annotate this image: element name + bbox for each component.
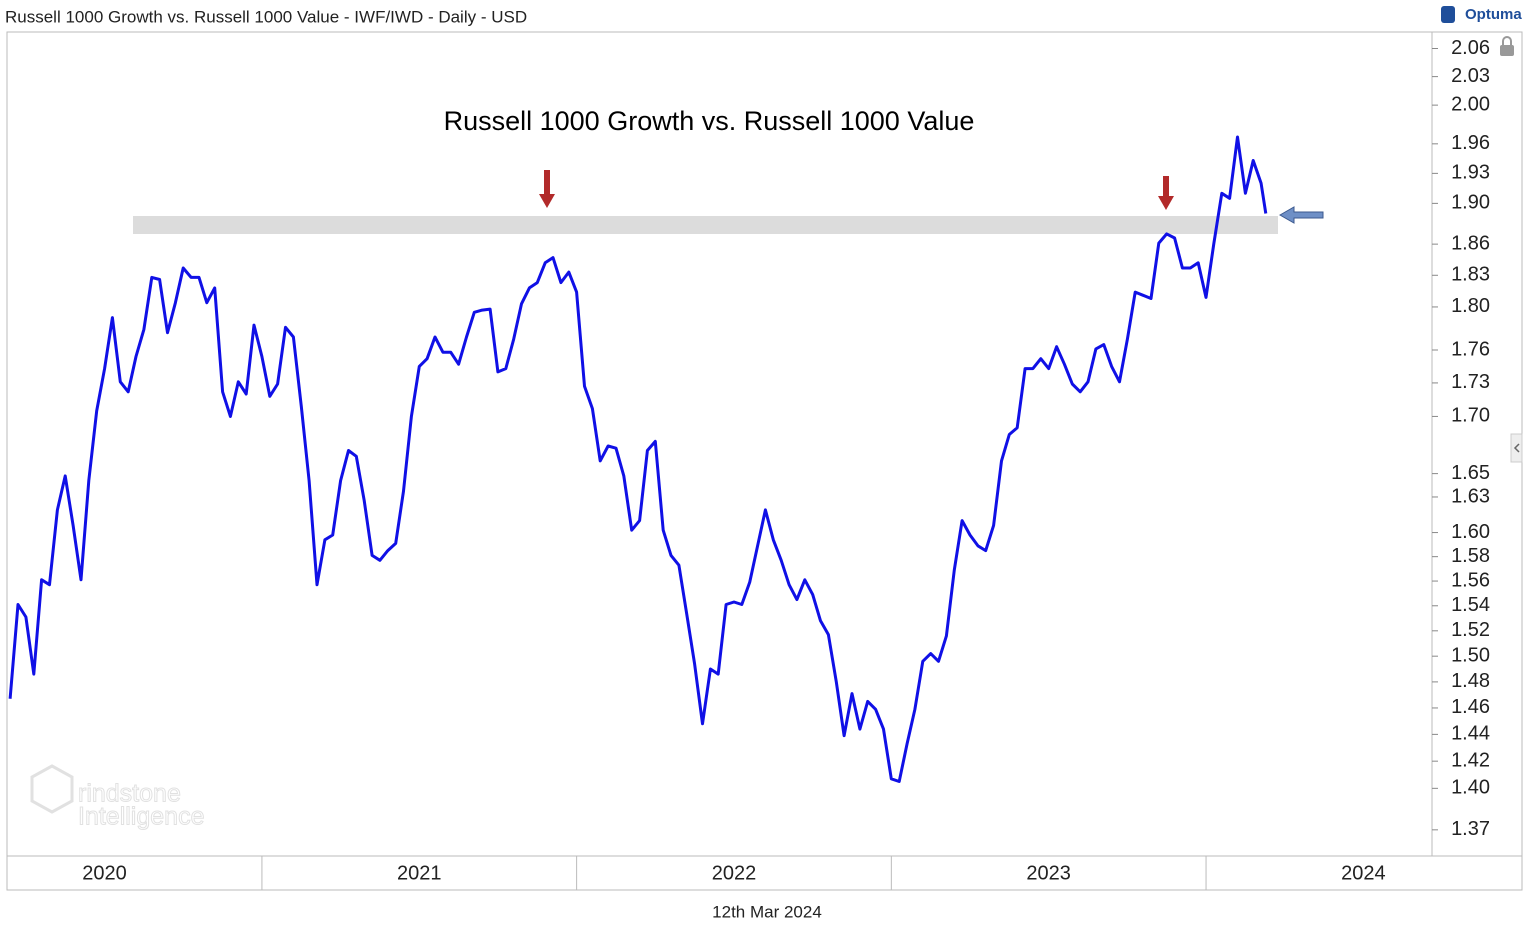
lock-icon bbox=[1500, 45, 1514, 56]
x-tick-label: 2021 bbox=[397, 862, 442, 884]
y-tick-label: 1.46 bbox=[1451, 696, 1490, 718]
x-tick-label: 2022 bbox=[712, 862, 757, 884]
y-tick-label: 1.48 bbox=[1451, 670, 1490, 692]
y-tick-label: 1.63 bbox=[1451, 485, 1490, 507]
y-tick-label: 1.70 bbox=[1451, 405, 1490, 427]
watermark-line1: rindstone bbox=[78, 780, 181, 808]
watermark-logo bbox=[30, 764, 74, 814]
y-tick-label: 1.44 bbox=[1451, 723, 1490, 745]
y-tick-label: 1.80 bbox=[1451, 295, 1490, 317]
resistance-band bbox=[133, 216, 1278, 234]
y-tick-label: 1.52 bbox=[1451, 619, 1490, 641]
y-tick-label: 1.56 bbox=[1451, 569, 1490, 591]
y-tick-label: 2.00 bbox=[1451, 93, 1490, 115]
red-arrow bbox=[539, 170, 555, 208]
y-tick-label: 1.42 bbox=[1451, 749, 1490, 771]
logo-icon bbox=[1441, 6, 1455, 23]
x-tick-label: 2023 bbox=[1026, 862, 1071, 884]
footer-date: 12th Mar 2024 bbox=[712, 902, 822, 921]
y-tick-label: 1.37 bbox=[1451, 818, 1490, 840]
y-tick-label: 1.50 bbox=[1451, 644, 1490, 666]
red-arrow bbox=[1158, 176, 1174, 210]
y-tick-label: 2.03 bbox=[1451, 65, 1490, 87]
frame bbox=[6, 31, 1523, 891]
y-tick-label: 1.73 bbox=[1451, 371, 1490, 393]
y-tick-label: 1.40 bbox=[1451, 777, 1490, 799]
x-tick-label: 2024 bbox=[1341, 862, 1386, 884]
side-tab-arrow bbox=[1513, 443, 1520, 453]
y-tick-label: 1.60 bbox=[1451, 521, 1490, 543]
price-line bbox=[8, 135, 1268, 783]
y-tick-label: 1.93 bbox=[1451, 162, 1490, 184]
x-tick-label: 2020 bbox=[82, 862, 127, 884]
y-tick-label: 1.65 bbox=[1451, 462, 1490, 484]
side-tab bbox=[1510, 433, 1523, 463]
y-tick-label: 2.06 bbox=[1451, 37, 1490, 59]
y-tick-label: 1.58 bbox=[1451, 545, 1490, 567]
y-tick-label: 1.96 bbox=[1451, 132, 1490, 154]
watermark: rindstone Intelligence bbox=[30, 764, 205, 831]
watermark-line2: Intelligence bbox=[78, 803, 204, 831]
header-title: Russell 1000 Growth vs. Russell 1000 Val… bbox=[5, 7, 527, 26]
y-tick-label: 1.54 bbox=[1451, 594, 1490, 616]
lock-shackle bbox=[1502, 36, 1512, 45]
plot-area bbox=[8, 135, 1268, 783]
y-tick-label: 1.86 bbox=[1451, 232, 1490, 254]
blue-arrow bbox=[1278, 206, 1324, 224]
chart-title: Russell 1000 Growth vs. Russell 1000 Val… bbox=[444, 106, 975, 136]
y-tick-label: 1.90 bbox=[1451, 192, 1490, 214]
y-tick-label: 1.76 bbox=[1451, 338, 1490, 360]
y-tick-label: 1.83 bbox=[1451, 264, 1490, 286]
logo-text: Optuma bbox=[1465, 6, 1522, 23]
